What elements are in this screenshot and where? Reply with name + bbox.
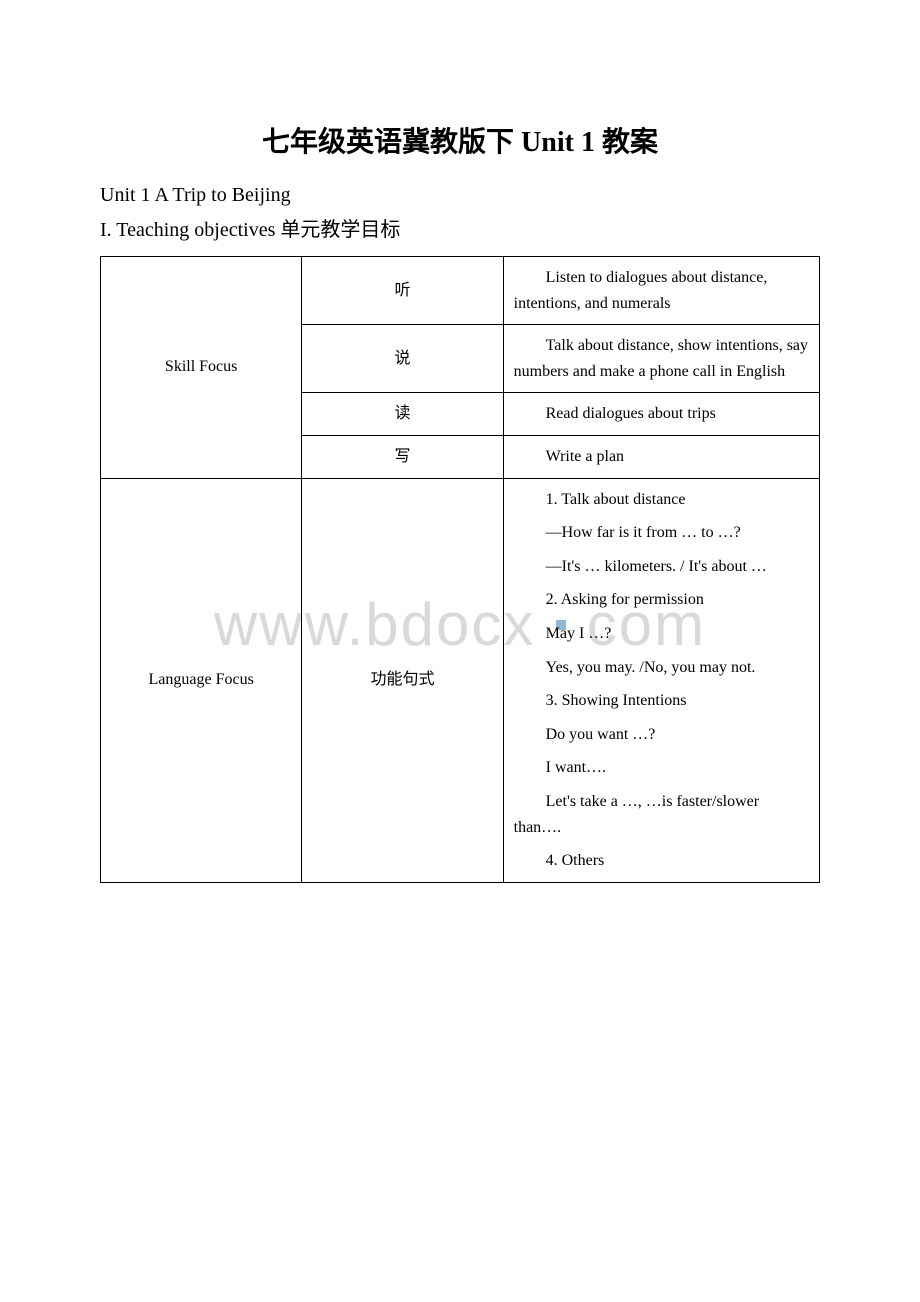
functional-line: 2. Asking for permission: [514, 587, 809, 613]
cell-text: Listen to dialogues about distance, inte…: [514, 265, 809, 316]
skill-right-cell: Write a plan: [503, 435, 819, 478]
skill-right-cell: Talk about distance, show intentions, sa…: [503, 325, 819, 393]
skill-mid-cell: 说: [302, 325, 503, 393]
functional-line: 4. Others: [514, 848, 809, 874]
functional-line: I want….: [514, 755, 809, 781]
functional-line: May I …?: [514, 621, 809, 647]
skill-mid-cell: 写: [302, 435, 503, 478]
cell-text: Talk about distance, show intentions, sa…: [514, 333, 809, 384]
functional-line: Let's take a …, …is faster/slower than….: [514, 789, 809, 840]
skill-focus-cell: Skill Focus: [101, 257, 302, 479]
table-row: Skill Focus 听 Listen to dialogues about …: [101, 257, 820, 325]
functional-content-cell: 1. Talk about distance —How far is it fr…: [503, 478, 819, 882]
section-heading: I. Teaching objectives 单元教学目标: [100, 213, 820, 242]
objectives-table: Skill Focus 听 Listen to dialogues about …: [100, 256, 820, 883]
functional-line: 3. Showing Intentions: [514, 688, 809, 714]
functional-line: Yes, you may. /No, you may not.: [514, 655, 809, 681]
functional-line: Do you want …?: [514, 722, 809, 748]
skill-mid-cell: 听: [302, 257, 503, 325]
page-title: 七年级英语冀教版下 Unit 1 教案: [100, 120, 820, 160]
functional-line: —It's … kilometers. / It's about …: [514, 554, 809, 580]
skill-mid-cell: 读: [302, 393, 503, 436]
skill-right-cell: Read dialogues about trips: [503, 393, 819, 436]
unit-subtitle: Unit 1 A Trip to Beijing: [100, 184, 820, 207]
page-content: 七年级英语冀教版下 Unit 1 教案 Unit 1 A Trip to Bei…: [0, 0, 920, 943]
language-focus-cell: Language Focus: [101, 478, 302, 882]
cell-text: Write a plan: [514, 444, 809, 470]
table-row: Language Focus 功能句式 1. Talk about distan…: [101, 478, 820, 882]
cell-text: Read dialogues about trips: [514, 401, 809, 427]
functional-label-cell: 功能句式: [302, 478, 503, 882]
functional-line: —How far is it from … to …?: [514, 520, 809, 546]
functional-line: 1. Talk about distance: [514, 487, 809, 513]
skill-right-cell: Listen to dialogues about distance, inte…: [503, 257, 819, 325]
